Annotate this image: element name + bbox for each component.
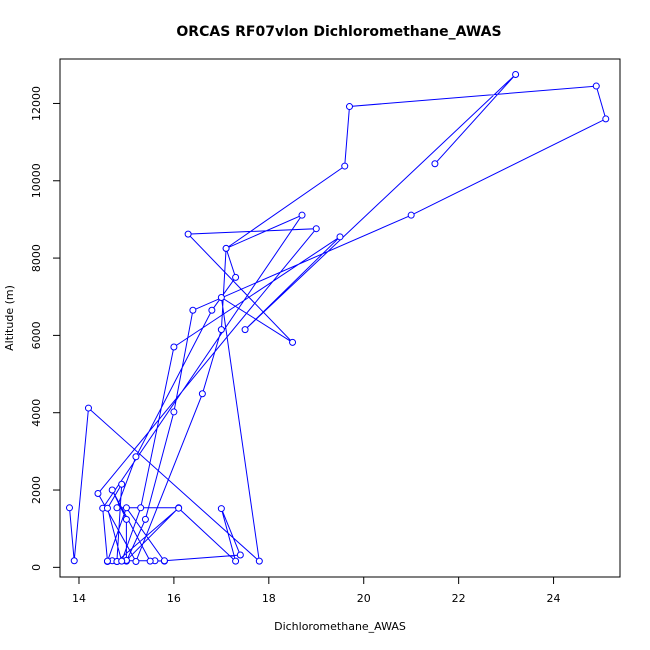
data-point	[160, 557, 168, 565]
x-tick-label: 24	[547, 592, 561, 605]
data-point	[232, 557, 240, 565]
data-point	[122, 504, 130, 512]
data-point	[65, 504, 73, 512]
y-tick-label: 6000	[30, 321, 43, 349]
data-point	[132, 558, 140, 566]
data-point	[217, 326, 225, 334]
data-point	[122, 515, 130, 523]
data-point	[298, 211, 306, 219]
y-tick-label: 2000	[30, 476, 43, 504]
data-point	[118, 480, 126, 488]
data-point	[141, 515, 149, 523]
data-point	[103, 504, 111, 512]
data-point	[336, 233, 344, 241]
x-tick-label: 14	[72, 592, 86, 605]
data-point	[217, 294, 225, 302]
y-tick-label: 12000	[30, 86, 43, 121]
series-line	[69, 74, 607, 563]
data-point	[170, 343, 178, 351]
data-point	[345, 103, 353, 111]
data-point	[70, 557, 78, 565]
data-point	[108, 486, 116, 494]
y-axis-label: Altitude (m)	[3, 285, 16, 351]
data-point	[512, 70, 520, 78]
data-point	[289, 338, 297, 346]
data-point	[118, 557, 126, 565]
x-axis: 14 16 18 20 22 24	[72, 577, 561, 605]
y-tick-label: 10000	[30, 163, 43, 198]
data-point	[189, 306, 197, 314]
data-point	[146, 557, 154, 565]
x-axis-label: Dichloromethane_AWAS	[274, 620, 406, 633]
data-point	[170, 408, 178, 416]
data-point	[407, 211, 415, 219]
data-point	[431, 160, 439, 168]
data-point	[113, 504, 121, 512]
y-tick-label: 0	[30, 564, 43, 571]
y-axis: 0 2000 4000 6000 8000 10000 12000	[30, 86, 60, 571]
data-point	[94, 490, 102, 498]
data-point	[341, 162, 349, 170]
data-point	[84, 404, 92, 412]
plot-frame	[59, 58, 621, 578]
chart-title: ORCAS RF07vlon Dichloromethane_AWAS	[176, 24, 501, 40]
data-point	[232, 273, 240, 281]
series-layer	[65, 70, 610, 566]
data-point	[602, 115, 610, 123]
data-point	[184, 230, 192, 238]
data-point	[132, 453, 140, 461]
data-point	[592, 82, 600, 90]
y-tick-label: 8000	[30, 244, 43, 272]
data-point	[241, 326, 249, 334]
data-point	[198, 390, 206, 398]
x-tick-label: 18	[262, 592, 276, 605]
y-tick-label: 4000	[30, 399, 43, 427]
x-tick-label: 20	[357, 592, 371, 605]
data-point	[208, 306, 216, 314]
data-point	[236, 551, 244, 559]
data-point	[217, 505, 225, 513]
data-point	[255, 557, 263, 565]
x-tick-label: 16	[167, 592, 181, 605]
data-point	[175, 504, 183, 512]
data-point	[222, 244, 230, 252]
data-point	[103, 557, 111, 565]
x-tick-label: 22	[452, 592, 466, 605]
data-point	[312, 225, 320, 233]
data-point	[137, 504, 145, 512]
